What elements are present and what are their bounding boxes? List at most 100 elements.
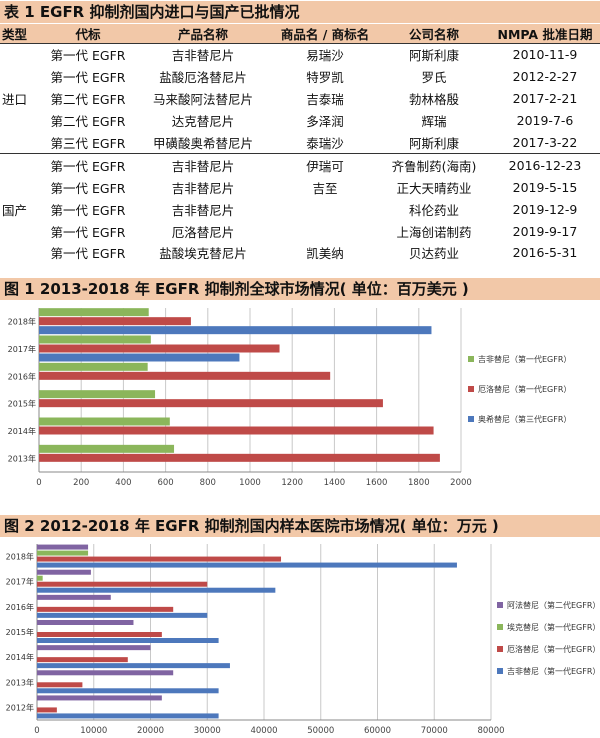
legend-swatch <box>468 416 474 422</box>
table-row: 进口 第一代 EGFR 吉非替尼片 易瑞沙 阿斯利康 2010-11-9 <box>0 42 600 154</box>
bar <box>39 453 440 462</box>
legend-label: 埃克替尼（第一代EGFR） <box>507 622 600 632</box>
table-cell: 盐酸厄洛替尼片 <box>159 70 247 86</box>
x-tick-label: 1400 <box>324 478 346 488</box>
x-tick-label: 1800 <box>408 478 430 488</box>
table-cell: 第一代 EGFR <box>50 224 126 240</box>
table-cell: 吉泰瑞 <box>306 92 344 108</box>
table-cell: 厄洛替尼片 <box>171 224 235 240</box>
bar <box>37 670 174 676</box>
category-label: 2016年 <box>6 602 34 612</box>
legend-label: 奥希替尼（第三代EGFR） <box>478 414 571 424</box>
table-row: 第二代 EGFR 达克替尼片 多泽润 辉瑞 2019-7-6 <box>0 110 600 132</box>
x-tick-label: 1000 <box>239 478 261 488</box>
legend-label: 吉非替尼（第一代EGFR） <box>507 666 600 676</box>
table-row: 第一代 EGFR 吉非替尼片 吉至 正大天晴药业 2019-5-15 <box>0 176 600 198</box>
bar <box>39 390 156 399</box>
bar <box>39 371 331 380</box>
table-cell: 达克替尼片 <box>171 114 235 130</box>
bar <box>37 569 91 575</box>
table-cell: 2019-12-9 <box>512 201 578 217</box>
bar <box>37 556 282 562</box>
legend-label: 厄洛替尼（第一代EGFR） <box>507 644 600 654</box>
bar <box>37 550 89 556</box>
category-label: 2015年 <box>6 627 34 637</box>
bar <box>39 317 191 326</box>
table-cell: 盐酸埃克替尼片 <box>159 246 247 262</box>
legend-swatch <box>497 668 503 674</box>
table-cell: 易瑞沙 <box>272 42 378 66</box>
x-tick-label: 10000 <box>80 726 107 736</box>
table-cell: 第一代 EGFR <box>42 153 134 177</box>
bar <box>37 594 111 600</box>
legend-label: 厄洛替尼（第一代EGFR） <box>478 384 571 394</box>
table-cell: 第一代 EGFR <box>42 42 134 66</box>
category-label: 2013年 <box>6 677 34 687</box>
table-cell: 2016-5-31 <box>512 245 578 261</box>
column-header: 商品名 / 商标名 <box>272 24 378 44</box>
bar <box>39 399 383 408</box>
table-cell: 2017-2-21 <box>512 91 578 107</box>
bar <box>37 632 162 637</box>
legend-swatch <box>468 386 474 392</box>
column-header: 公司名称 <box>378 24 490 44</box>
table-header-row: 类型 代标 产品名称 商品名 / 商标名 公司名称 NMPA 批准日期 <box>0 24 600 44</box>
bar <box>39 344 280 353</box>
category-label: 2017年 <box>8 344 36 354</box>
x-tick-label: 40000 <box>250 726 277 736</box>
bar <box>37 657 128 663</box>
category-label: 2015年 <box>8 399 36 409</box>
table-cell: 2012-2-27 <box>512 69 578 85</box>
bar <box>37 575 43 581</box>
table-cell: 第一代 EGFR <box>50 246 126 262</box>
table-cell: 特罗凯 <box>306 70 344 86</box>
bar <box>37 587 276 593</box>
table-row: 第二代 EGFR 马来酸阿法替尼片 吉泰瑞 勃林格殷 2017-2-21 <box>0 88 600 110</box>
bar <box>39 444 175 453</box>
column-header: 类型 <box>0 24 42 44</box>
table-body: 进口 第一代 EGFR 吉非替尼片 易瑞沙 阿斯利康 2010-11-9 第一代 EGFR 盐… <box>0 42 600 264</box>
table-cell: 多泽润 <box>306 114 344 130</box>
bar <box>37 562 457 568</box>
x-tick-label: 200 <box>73 478 89 488</box>
bar <box>37 645 151 651</box>
figure2-title: 图 2 2012-2018 年 EGFR 抑制剂国内样本医院市场情况( 单位：万… <box>0 515 600 537</box>
bar <box>39 308 149 317</box>
legend-label: 阿法替尼（第二代EGFR） <box>507 600 600 610</box>
table-cell: 马来酸阿法替尼片 <box>152 92 253 108</box>
table-cell: 辉瑞 <box>421 114 447 130</box>
type-cell: 国产 <box>0 153 42 264</box>
legend-swatch <box>497 602 503 608</box>
category-label: 2018年 <box>6 552 34 562</box>
table-cell: 齐鲁制药(海南) <box>378 153 490 177</box>
table-row: 第三代 EGFR 甲磺酸奥希替尼片 泰瑞沙 阿斯利康 2017-3-22 <box>0 132 600 154</box>
table-title: 表 1 EGFR 抑制剂国内进口与国产已批情况 <box>0 1 600 23</box>
x-tick-label: 50000 <box>307 726 334 736</box>
table-cell: 泰瑞沙 <box>306 136 344 151</box>
table-cell <box>272 220 378 242</box>
table-cell: 吉非替尼片 <box>134 153 272 177</box>
x-tick-label: 0 <box>34 726 39 736</box>
bar <box>39 353 240 362</box>
table-cell: 2017-3-22 <box>512 135 578 150</box>
bar <box>39 335 151 344</box>
table-cell: 吉至 <box>312 180 338 196</box>
category-label: 2016年 <box>8 371 36 381</box>
bar <box>37 688 219 694</box>
bar <box>37 638 219 643</box>
hospital-market-chart: 0 10000 20000 30000 40000 50000 60000 70000 8000… <box>6 544 600 736</box>
bar <box>37 544 89 550</box>
table-cell: 正大天晴药业 <box>396 180 472 196</box>
table-cell: 贝达药业 <box>408 246 459 262</box>
category-label: 2014年 <box>6 652 34 662</box>
category-label: 2017年 <box>6 577 34 587</box>
table-cell: 阿斯利康 <box>408 136 459 151</box>
x-tick-label: 600 <box>157 478 173 488</box>
global-market-chart: 0 200 400 600 800 1000 1200 1400 1600 1800 2000 201… <box>8 308 571 488</box>
category-label: 2018年 <box>8 317 36 327</box>
legend-swatch <box>497 646 503 652</box>
table-cell <box>272 198 378 220</box>
table-cell: 第一代 EGFR <box>50 180 126 196</box>
legend-swatch <box>497 624 503 630</box>
type-cell: 进口 <box>0 42 42 154</box>
